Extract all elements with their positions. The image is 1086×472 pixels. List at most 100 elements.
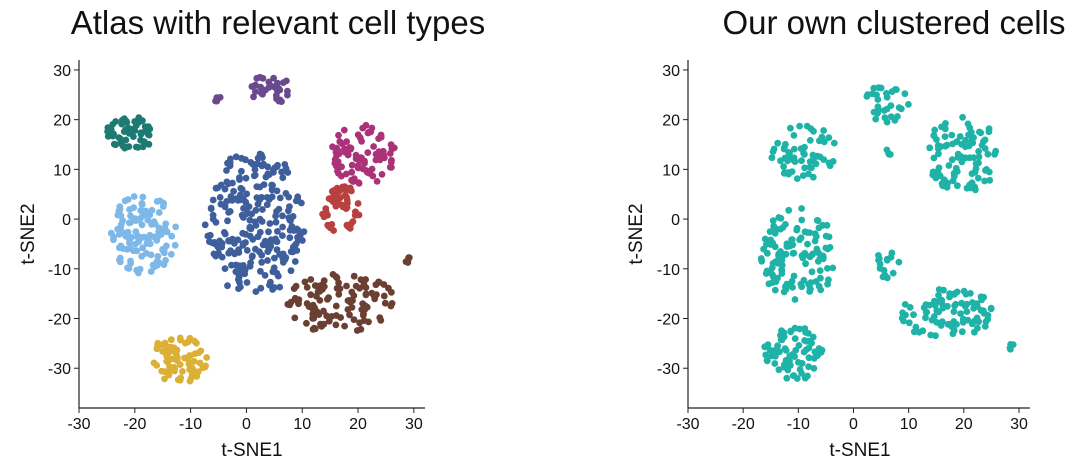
clustered-data-point [936,172,944,180]
clustered-data-point [761,235,769,243]
atlas-y-tick-label: 0 [62,212,71,229]
clustered-x-tick-label: 30 [1010,416,1028,433]
atlas-data-point [354,162,362,170]
atlas-data-point [388,164,395,171]
clustered-data-point [816,267,824,274]
atlas-data-point [190,358,198,365]
atlas-data-point [119,217,126,225]
clustered-data-point [876,260,884,268]
atlas-data-point [153,237,161,244]
atlas-data-point [330,227,337,234]
atlas-data-point [135,114,143,121]
clustered-data-point [801,374,809,382]
clustered-data-point [943,141,951,149]
atlas-data-point [320,213,328,221]
clustered-data-point [1006,344,1014,352]
clustered-data-point [935,297,943,305]
atlas-data-point [134,144,142,151]
atlas-data-point [218,243,226,251]
clustered-data-point [787,328,795,336]
atlas-data-point [264,163,272,171]
atlas-data-point [243,247,251,254]
atlas-data-point [151,220,159,228]
atlas-data-point [139,193,147,201]
clustered-data-point [807,125,815,132]
atlas-data-point [388,300,396,307]
clustered-data-point [992,147,1000,155]
clustered-data-point [951,302,959,310]
clustered-data-point [802,260,809,268]
atlas-data-point [370,143,377,150]
clustered-data-point [809,333,817,341]
atlas-y-tick-label: -20 [48,312,71,329]
atlas-data-point [350,272,358,280]
atlas-data-point [253,183,261,191]
atlas-data-point [247,159,255,166]
atlas-data-point [336,138,344,146]
atlas-data-point [131,240,139,248]
atlas-data-point [334,167,341,175]
atlas-data-point [240,214,247,221]
clustered-data-point [979,307,987,315]
clustered-data-point [761,343,769,351]
atlas-data-point [176,334,184,342]
clustered-data-point [826,244,834,251]
atlas-data-point [252,245,259,253]
atlas-data-point [167,250,175,258]
clustered-data-point [772,278,780,285]
atlas-data-point [221,265,229,272]
atlas-data-point [216,194,224,201]
clustered-data-point [905,319,913,327]
clustered-data-point [932,332,939,340]
atlas-data-point [162,256,170,264]
clustered-data-point [974,174,982,182]
atlas-data-point [216,94,224,101]
atlas-data-point [140,233,148,241]
clustered-data-point [962,137,969,144]
atlas-data-point [356,284,363,292]
atlas-data-point [257,267,264,275]
atlas-data-point [263,194,271,201]
atlas-data-point [164,368,172,376]
atlas-data-point [329,198,337,206]
atlas-data-point [251,171,259,179]
atlas-data-point [285,193,293,201]
atlas-data-point [355,180,363,187]
atlas-data-point [265,228,272,236]
atlas-data-point [286,234,294,242]
clustered-data-point [782,283,790,290]
clustered-data-point [795,359,802,366]
atlas-data-point [291,294,299,302]
clustered-data-point [957,153,965,161]
atlas-data-point [316,297,324,304]
atlas-data-point [375,148,383,156]
atlas-data-point [353,327,361,334]
clustered-data-point [774,342,781,350]
clustered-data-point [808,268,816,276]
clustered-data-point [933,136,940,143]
clustered-data-point [985,168,993,176]
atlas-data-point [352,155,360,163]
atlas-data-point [207,204,215,212]
atlas-data-point [331,156,339,163]
clustered-data-point [863,93,871,100]
clustered-data-point [774,139,782,147]
atlas-data-point [121,144,129,152]
atlas-data-point [212,252,220,260]
atlas-data-point [145,140,153,148]
atlas-data-point [279,174,287,182]
atlas-y-ticks: -30 -20 -10 0 10 20 30 [48,63,79,378]
clustered-data-point [783,374,791,382]
atlas-data-point [274,228,281,235]
atlas-data-point [285,207,292,215]
clustered-data-point [766,228,774,236]
clustered-data-point [829,158,837,165]
clustered-data-point [905,101,912,108]
clustered-data-point [822,232,830,240]
atlas-data-point [232,195,240,203]
clustered-y-tick-label: -20 [657,312,680,329]
atlas-data-point [147,251,155,259]
clustered-data-point [964,316,972,324]
atlas-data-point [378,171,386,178]
atlas-data-point [131,127,139,134]
